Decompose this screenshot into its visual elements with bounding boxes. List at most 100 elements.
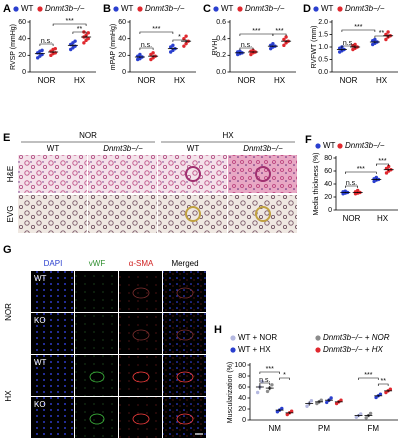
y-tick-label: 40 (238, 395, 246, 402)
micrograph (119, 313, 162, 354)
significance-label: *** (354, 24, 362, 31)
significance-bracket (139, 47, 154, 50)
y-tick-label: 0 (242, 417, 246, 424)
x-tick-label: FM (368, 424, 380, 433)
legend-label: Dnmt3b−/− + NOR (323, 333, 390, 342)
data-point (184, 34, 188, 38)
data-point (305, 404, 309, 408)
significance-bracket (345, 171, 377, 174)
row-label: KO (34, 316, 46, 325)
y-tick-label: 20 (18, 52, 26, 59)
micrograph (75, 271, 118, 312)
data-point (86, 31, 91, 35)
micrograph (31, 313, 74, 354)
y-tick-label: 60 (18, 19, 26, 26)
legend-marker (315, 143, 321, 149)
data-point (82, 41, 86, 45)
micrograph (163, 355, 206, 396)
y-tick-label: 0.4 (216, 36, 226, 43)
data-point (182, 44, 186, 48)
data-point (251, 48, 255, 53)
significance-label: *** (364, 372, 372, 379)
x-tick-label: NOR (343, 214, 361, 223)
panel-letter: G (3, 244, 12, 256)
y-axis-title: RVSP (mmHg) (10, 24, 17, 70)
legend-label: Dnmt3b−/− (145, 4, 185, 13)
data-point (359, 412, 363, 416)
legend-marker (213, 6, 219, 12)
legend-label: WT (121, 4, 134, 13)
significance-bracket (72, 31, 87, 34)
data-point (260, 379, 264, 384)
legend-label: Dnmt3b−/− (345, 141, 385, 150)
row-label: WT (34, 358, 47, 367)
legend-marker (337, 6, 343, 12)
data-point (353, 42, 357, 47)
column-label: Dnmt3b−/− (103, 144, 143, 153)
y-tick-label: 0 (22, 69, 26, 76)
data-point (282, 43, 286, 48)
data-point (282, 37, 286, 42)
x-tick-label: NOR (38, 76, 56, 85)
y-tick-label: 0.0 (318, 69, 328, 76)
x-tick-label: HX (174, 76, 186, 85)
legend-label: WT (21, 4, 34, 13)
panel-letter: F (305, 134, 312, 146)
data-point (373, 37, 377, 42)
legend-marker (37, 6, 43, 12)
panel-letter: C (203, 3, 211, 15)
micrograph (88, 195, 157, 233)
micrograph (75, 313, 118, 354)
micrograph (18, 155, 87, 193)
legend-label: Dnmt3b−/− (45, 4, 85, 13)
legend-marker (237, 6, 243, 12)
y-axis-title: Muscularization (%) (227, 362, 234, 423)
significance-bracket (345, 185, 358, 188)
legend-marker (137, 6, 143, 12)
micrograph (163, 271, 206, 312)
vessel (89, 371, 105, 383)
data-point (255, 390, 260, 395)
panel-letter: B (103, 3, 111, 15)
panel-letter: H (214, 324, 222, 336)
data-point (73, 39, 77, 43)
data-point (364, 416, 368, 420)
data-point (84, 33, 88, 38)
data-point (182, 36, 186, 41)
significance-label: *** (378, 158, 386, 165)
data-point (171, 43, 175, 48)
data-point (271, 41, 275, 46)
micrograph (158, 155, 227, 193)
x-tick-label: PM (318, 424, 330, 433)
data-point (339, 398, 343, 402)
significance-label: n.s. (343, 40, 354, 47)
y-tick-label: 1.5 (318, 31, 328, 38)
legend-marker (230, 347, 236, 353)
vessel (255, 166, 271, 182)
micrograph (18, 195, 87, 233)
vessel (255, 206, 271, 222)
significance-label: ** (380, 378, 386, 385)
row-label: EVG (6, 206, 15, 223)
micrograph (31, 397, 74, 438)
panel-letter: E (3, 132, 10, 144)
significance-bracket (139, 31, 174, 34)
significance-bracket (259, 371, 280, 374)
column-label: Dnmt3b−/− (243, 144, 283, 153)
data-point (368, 411, 373, 416)
y-tick-label: 0 (122, 69, 126, 76)
significance-label: *** (266, 366, 274, 373)
data-point (387, 164, 391, 169)
y-tick-label: 100 (234, 362, 246, 369)
data-point (270, 383, 274, 387)
y-tick-label: 60 (324, 168, 332, 175)
y-tick-label: 80 (238, 373, 246, 380)
significance-bracket (358, 377, 379, 380)
significance-bracket (39, 43, 54, 46)
micrograph (119, 355, 162, 396)
vessel (176, 329, 194, 341)
vessel (132, 371, 150, 383)
data-point (343, 189, 347, 193)
significance-label: *** (357, 166, 365, 173)
micrograph (228, 155, 297, 193)
